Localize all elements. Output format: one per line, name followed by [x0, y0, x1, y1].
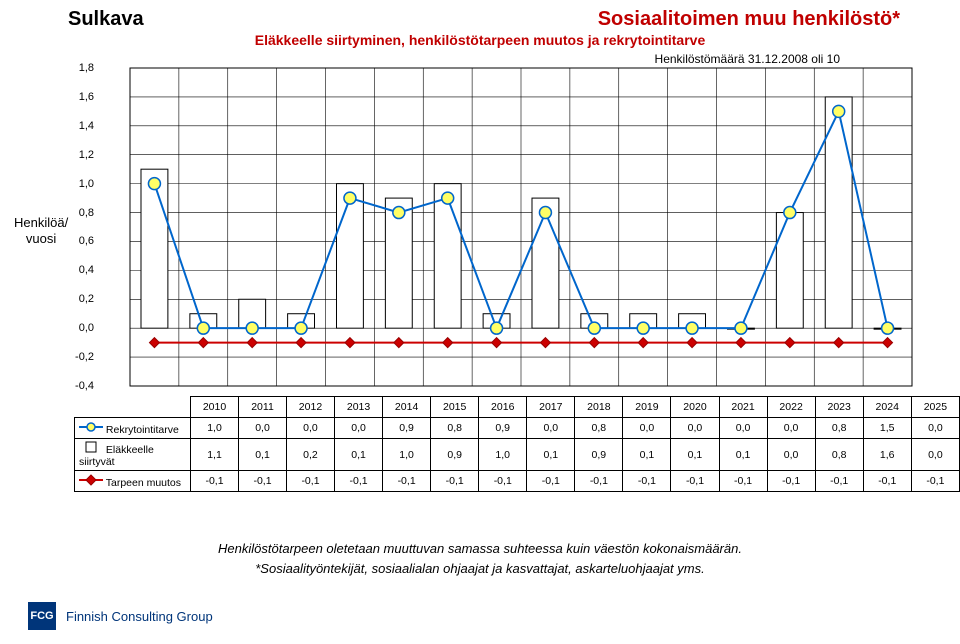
logo: FCG Finnish Consulting Group [28, 602, 213, 630]
ytick: 0,2 [62, 293, 94, 305]
year-header: 2021 [719, 397, 767, 418]
cell: 1,0 [383, 439, 431, 471]
cell: 0,0 [671, 418, 719, 439]
year-header: 2013 [335, 397, 383, 418]
year-header: 2020 [671, 397, 719, 418]
cell: -0,1 [815, 471, 863, 492]
year-header: 2010 [190, 397, 238, 418]
series-label: Tarpeen muutos [75, 471, 191, 492]
ytick: -0,4 [62, 380, 94, 392]
ytick: 1,8 [62, 62, 94, 74]
cell: 0,9 [575, 439, 623, 471]
page-title: Sulkava [68, 8, 144, 31]
footnote-2: *Sosiaalityöntekijät, sosiaalialan ohjaa… [0, 561, 960, 576]
cell: -0,1 [479, 471, 527, 492]
cell: 0,0 [911, 439, 959, 471]
ytick: 1,2 [62, 149, 94, 161]
cell: 0,0 [767, 439, 815, 471]
cell: -0,1 [190, 471, 238, 492]
cell: 0,1 [239, 439, 287, 471]
cell: 0,0 [911, 418, 959, 439]
cell: 1,0 [190, 418, 238, 439]
ytick: -0,2 [62, 351, 94, 363]
year-header: 2018 [575, 397, 623, 418]
cell: -0,1 [239, 471, 287, 492]
logo-mark: FCG [28, 602, 56, 630]
ytick: 1,0 [62, 178, 94, 190]
cell: -0,1 [335, 471, 383, 492]
cell: -0,1 [911, 471, 959, 492]
year-header: 2022 [767, 397, 815, 418]
cell: 1,1 [190, 439, 238, 471]
cell: 1,0 [479, 439, 527, 471]
cell: 0,0 [719, 418, 767, 439]
cell: 0,0 [527, 418, 575, 439]
legend-table: 2010201120122013201420152016201720182019… [74, 396, 960, 492]
year-header: 2017 [527, 397, 575, 418]
cell: 0,8 [431, 418, 479, 439]
year-header: 2023 [815, 397, 863, 418]
cell: -0,1 [671, 471, 719, 492]
ytick: 1,6 [62, 91, 94, 103]
cell: -0,1 [863, 471, 911, 492]
cell: 0,8 [575, 418, 623, 439]
cell: 0,8 [815, 439, 863, 471]
cell: 1,6 [863, 439, 911, 471]
ytick: 0,4 [62, 264, 94, 276]
year-header: 2024 [863, 397, 911, 418]
cell: -0,1 [623, 471, 671, 492]
cell: 0,9 [479, 418, 527, 439]
ytick: 0,8 [62, 207, 94, 219]
year-header: 2016 [479, 397, 527, 418]
cell: 0,9 [383, 418, 431, 439]
cell: 0,0 [239, 418, 287, 439]
series-label: Eläkkeelle siirtyvät [75, 439, 191, 471]
chart: 1,81,61,41,21,00,80,60,40,20,0-0,2-0,4 [100, 62, 920, 392]
logo-text: Finnish Consulting Group [66, 609, 213, 624]
series-label: Rekrytointitarve [75, 418, 191, 439]
cell: -0,1 [575, 471, 623, 492]
cell: 0,1 [527, 439, 575, 471]
year-header: 2015 [431, 397, 479, 418]
ytick: 0,6 [62, 235, 94, 247]
ytick: 1,4 [62, 120, 94, 132]
footnote-1: Henkilöstötarpeen oletetaan muuttuvan sa… [0, 541, 960, 556]
cell: 0,0 [623, 418, 671, 439]
cell: 0,0 [286, 418, 334, 439]
year-header: 2014 [383, 397, 431, 418]
cell: 1,5 [863, 418, 911, 439]
cell: 0,1 [719, 439, 767, 471]
cell: -0,1 [431, 471, 479, 492]
cell: -0,1 [286, 471, 334, 492]
cell: 0,1 [335, 439, 383, 471]
year-header: 2019 [623, 397, 671, 418]
year-header: 2025 [911, 397, 959, 418]
chart-title: Sosiaalitoimen muu henkilöstö* [598, 8, 900, 31]
cell: 0,1 [623, 439, 671, 471]
chart-subtitle: Eläkkeelle siirtyminen, henkilöstötarpee… [0, 32, 960, 48]
yaxis-label: Henkilöä/vuosi [14, 215, 68, 246]
year-header: 2011 [239, 397, 287, 418]
cell: 0,0 [767, 418, 815, 439]
ytick: 0,0 [62, 322, 94, 334]
cell: -0,1 [767, 471, 815, 492]
year-header: 2012 [286, 397, 334, 418]
cell: 0,0 [335, 418, 383, 439]
cell: 0,2 [286, 439, 334, 471]
cell: 0,1 [671, 439, 719, 471]
cell: -0,1 [383, 471, 431, 492]
cell: -0,1 [719, 471, 767, 492]
cell: -0,1 [527, 471, 575, 492]
cell: 0,9 [431, 439, 479, 471]
cell: 0,8 [815, 418, 863, 439]
